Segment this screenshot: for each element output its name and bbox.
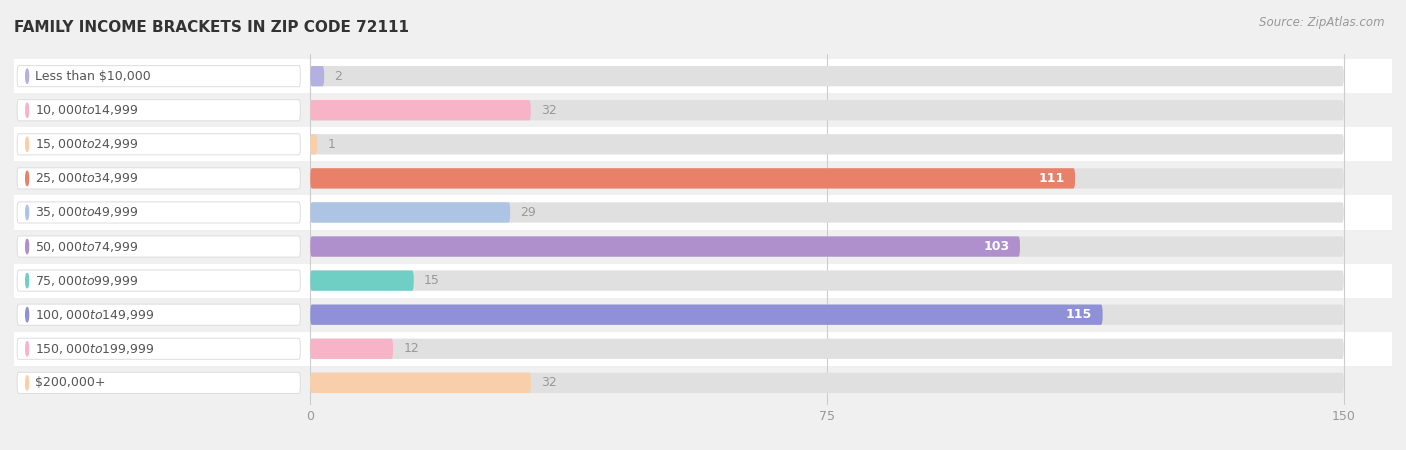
FancyBboxPatch shape [311,202,1344,223]
Bar [14,332,1392,366]
Text: 29: 29 [520,206,536,219]
FancyBboxPatch shape [17,304,301,325]
Circle shape [25,137,28,152]
Circle shape [25,205,28,220]
Text: 32: 32 [541,104,557,117]
Text: $150,000 to $199,999: $150,000 to $199,999 [35,342,155,356]
Text: Less than $10,000: Less than $10,000 [35,70,150,83]
Circle shape [25,307,28,322]
Bar [14,195,1392,230]
FancyBboxPatch shape [311,236,1344,256]
Text: $35,000 to $49,999: $35,000 to $49,999 [35,206,138,220]
Text: 1: 1 [328,138,336,151]
Bar [14,230,1392,264]
FancyBboxPatch shape [311,168,1076,189]
FancyBboxPatch shape [311,270,413,291]
Text: FAMILY INCOME BRACKETS IN ZIP CODE 72111: FAMILY INCOME BRACKETS IN ZIP CODE 72111 [14,20,409,35]
FancyBboxPatch shape [311,134,1344,154]
FancyBboxPatch shape [311,305,1344,325]
FancyBboxPatch shape [311,100,1344,121]
FancyBboxPatch shape [17,134,301,155]
Text: $25,000 to $34,999: $25,000 to $34,999 [35,171,138,185]
Circle shape [25,342,28,356]
Circle shape [25,239,28,254]
FancyBboxPatch shape [17,270,301,291]
Circle shape [25,103,28,117]
FancyBboxPatch shape [311,202,510,223]
Circle shape [25,69,28,83]
FancyBboxPatch shape [311,305,1102,325]
Circle shape [25,171,28,185]
Bar [14,297,1392,332]
FancyBboxPatch shape [311,236,1019,256]
FancyBboxPatch shape [17,202,301,223]
FancyBboxPatch shape [311,338,394,359]
FancyBboxPatch shape [311,338,1344,359]
Text: 32: 32 [541,376,557,389]
FancyBboxPatch shape [17,168,301,189]
FancyBboxPatch shape [17,99,301,121]
Text: Source: ZipAtlas.com: Source: ZipAtlas.com [1260,16,1385,29]
Text: 103: 103 [983,240,1010,253]
Text: $100,000 to $149,999: $100,000 to $149,999 [35,308,155,322]
Bar [14,264,1392,297]
Bar [14,59,1392,93]
Text: 2: 2 [335,70,342,83]
FancyBboxPatch shape [311,373,1344,393]
Bar [14,127,1392,162]
Text: 15: 15 [425,274,440,287]
Bar [14,366,1392,400]
FancyBboxPatch shape [17,372,301,393]
Bar [14,162,1392,195]
FancyBboxPatch shape [311,66,1344,86]
Circle shape [25,376,28,390]
Bar [14,93,1392,127]
FancyBboxPatch shape [17,236,301,257]
Text: 111: 111 [1039,172,1064,185]
FancyBboxPatch shape [311,66,325,86]
Text: $15,000 to $24,999: $15,000 to $24,999 [35,137,138,151]
FancyBboxPatch shape [311,134,318,154]
Text: 12: 12 [404,342,419,355]
FancyBboxPatch shape [17,338,301,360]
FancyBboxPatch shape [311,270,1344,291]
Text: 115: 115 [1066,308,1092,321]
Circle shape [25,274,28,288]
Text: $50,000 to $74,999: $50,000 to $74,999 [35,239,138,253]
Text: $10,000 to $14,999: $10,000 to $14,999 [35,103,138,117]
FancyBboxPatch shape [311,373,531,393]
Text: $75,000 to $99,999: $75,000 to $99,999 [35,274,138,288]
FancyBboxPatch shape [311,168,1344,189]
FancyBboxPatch shape [311,100,531,121]
FancyBboxPatch shape [17,66,301,87]
Text: $200,000+: $200,000+ [35,376,105,389]
